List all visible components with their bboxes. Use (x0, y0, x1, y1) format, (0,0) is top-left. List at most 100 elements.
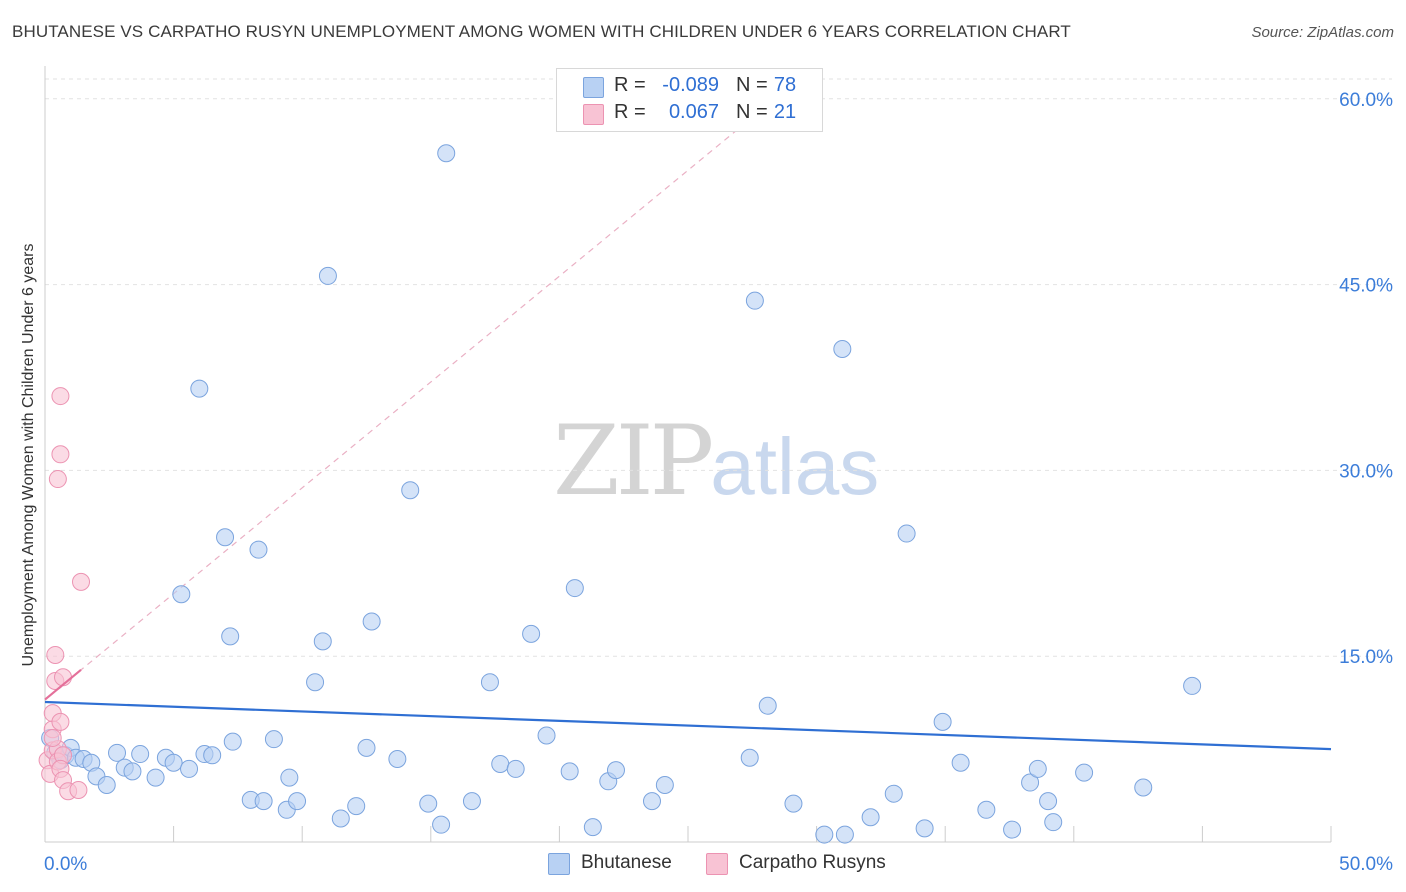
bhutanese-point (249, 540, 268, 559)
bhutanese-point (1021, 773, 1040, 792)
bhutanese-point (419, 794, 438, 813)
bhutanese-point (1134, 778, 1153, 797)
bhutanese-point (264, 730, 283, 749)
watermark-zip: ZIP (553, 405, 714, 517)
bhutanese-point (254, 792, 273, 811)
bhutanese-trend-line (44, 700, 1332, 751)
bhutanese-point (462, 792, 481, 811)
bhutanese-point (432, 815, 451, 834)
correlation-legend: R = -0.089 N = 78 R = 0.067 N = 21 (556, 68, 823, 132)
rusyn-point (51, 445, 70, 464)
bhutanese-point (131, 745, 150, 764)
bhutanese-point (401, 481, 420, 500)
bhutanese-point (784, 794, 803, 813)
bhutanese-point (1044, 813, 1063, 832)
bhutanese-point (745, 291, 764, 310)
bhutanese-point (480, 673, 499, 692)
rusyn-point (46, 645, 65, 664)
legend-r-label: R = (614, 101, 646, 123)
bhutanese-point (331, 809, 350, 828)
rusyn-trend-line (44, 668, 82, 701)
bhutanese-point (655, 776, 674, 795)
bhutanese-point (180, 759, 199, 778)
bhutanese-point (758, 696, 777, 715)
bhutanese-point (357, 738, 376, 757)
bhutanese-point (915, 819, 934, 838)
y-tick-label: 15.0% (1339, 647, 1393, 668)
bhutanese-point (1039, 792, 1058, 811)
bhutanese-point (280, 768, 299, 787)
watermark-atlas: atlas (710, 422, 880, 511)
rusyn-trend-extended (44, 116, 753, 701)
bhutanese-point (108, 743, 127, 762)
y-tick-label: 30.0% (1339, 461, 1393, 482)
bhutanese-point (146, 768, 165, 787)
rusyn-point (48, 470, 67, 489)
rusyn-point (51, 387, 70, 406)
source-label: Source: ZipAtlas.com (1251, 24, 1394, 41)
bhutanese-point (221, 627, 240, 646)
bhutanese-point (288, 792, 307, 811)
rusyn-point (51, 712, 70, 731)
bhutanese-point (347, 797, 366, 816)
bhutanese-point (362, 612, 381, 631)
bhutanese-point (951, 753, 970, 772)
bhutanese-point (560, 762, 579, 781)
rusyn-point (43, 728, 62, 747)
legend-n-value: 21 (773, 101, 797, 123)
bhutanese-point (97, 776, 116, 795)
bhutanese-point (1028, 759, 1047, 778)
bhutanese-point (835, 825, 854, 844)
bhutanese-point (123, 762, 142, 781)
rusyn-legend-swatch (706, 853, 728, 875)
legend-r-label: R = (614, 74, 646, 96)
bhutanese-point (1075, 763, 1094, 782)
x-tick-label: 50.0% (1339, 854, 1393, 875)
bhutanese-point (190, 379, 209, 398)
bhutanese-point (537, 726, 556, 745)
bhutanese-point (1003, 820, 1022, 839)
bhutanese-point (318, 266, 337, 285)
bhutanese-point (491, 754, 510, 773)
x-tick-label: 0.0% (44, 854, 87, 875)
bhutanese-point (172, 585, 191, 604)
bhutanese-point (223, 732, 242, 751)
bhutanese-point (522, 624, 541, 643)
watermark: ZIPatlas (553, 405, 879, 517)
bhutanese-point (815, 825, 834, 844)
bhutanese-point (977, 800, 996, 819)
bhutanese-point (216, 528, 235, 547)
y-tick-label: 45.0% (1339, 276, 1393, 297)
rusyn-point (72, 572, 91, 591)
bhutanese-point (606, 761, 625, 780)
bhutanese-point (203, 746, 222, 765)
bhutanese-point (388, 750, 407, 769)
bhutanese-point (313, 632, 332, 651)
chart-title: BHUTANESE VS CARPATHO RUSYN UNEMPLOYMENT… (12, 22, 1071, 41)
bhutanese-swatch (583, 77, 604, 98)
bhutanese-point (164, 753, 183, 772)
rusyn-point (54, 668, 73, 687)
legend-r-value: -0.089 (662, 74, 719, 96)
rusyn-swatch (583, 104, 604, 125)
bhutanese-point (1183, 676, 1202, 695)
bhutanese-point (506, 759, 525, 778)
bhutanese-point (437, 144, 456, 163)
bhutanese-point (306, 673, 325, 692)
bhutanese-point (933, 712, 952, 731)
y-tick-label: 60.0% (1339, 90, 1393, 111)
bhutanese-point (861, 808, 880, 827)
legend-n-value: 78 (773, 74, 797, 96)
bhutanese-point (897, 524, 916, 543)
bhutanese-legend-swatch (548, 853, 570, 875)
legend-n-label: N = (736, 101, 768, 123)
legend-r-value: 0.067 (668, 101, 719, 123)
bhutanese-point (565, 579, 584, 598)
bhutanese-point (583, 818, 602, 837)
legend-item-label: Carpatho Rusyns (739, 852, 886, 873)
bhutanese-point (642, 792, 661, 811)
rusyn-point (69, 780, 88, 799)
bhutanese-point (740, 748, 759, 767)
bhutanese-point (884, 784, 903, 803)
